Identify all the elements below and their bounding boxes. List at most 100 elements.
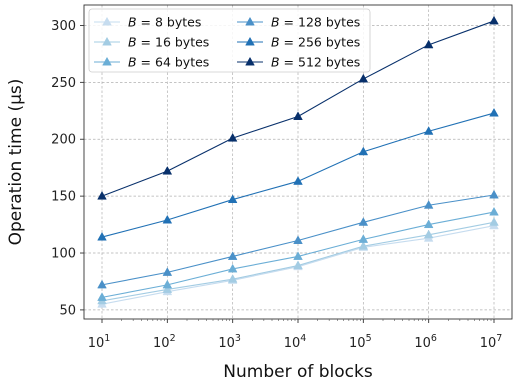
series-group: [97, 15, 499, 308]
legend-item: B = 16 bytes: [94, 35, 209, 50]
legend-item: B = 128 bytes: [237, 15, 360, 30]
series-1: [97, 217, 499, 305]
data-point-marker: [423, 219, 434, 229]
x-axis-ticks: 101 102 103 104 105 106 107: [88, 319, 502, 351]
x-tick-label: 104: [284, 333, 307, 351]
series-3: [97, 189, 499, 289]
y-axis-ticks: 50 100 150 200 250 300: [51, 19, 84, 318]
data-point-marker: [423, 200, 434, 209]
legend-marker: [102, 56, 112, 66]
x-tick-base: 10: [88, 336, 105, 351]
data-point-marker: [293, 111, 303, 120]
data-point-marker: [358, 146, 369, 156]
data-point-marker: [293, 260, 303, 269]
x-tick-base: 10: [349, 336, 366, 351]
legend-label: B = 128 bytes: [271, 15, 360, 30]
data-point-marker: [227, 132, 238, 142]
data-point-marker: [293, 251, 303, 260]
data-point-marker: [162, 267, 173, 276]
legend-label: B = 64 bytes: [128, 55, 209, 70]
x-tick-base: 10: [153, 336, 170, 351]
legend-marker: [245, 16, 255, 26]
data-point-marker: [358, 241, 369, 250]
data-point-marker: [227, 194, 238, 204]
data-point-marker: [97, 292, 107, 301]
x-tick-label: 105: [349, 333, 372, 351]
x-tick-base: 10: [218, 336, 235, 351]
data-point-marker: [423, 39, 434, 49]
legend-item: B = 512 bytes: [237, 55, 360, 70]
legend-label-value: = 8 bytes: [137, 15, 202, 30]
data-point-marker: [162, 165, 173, 175]
legend-label-variable: B: [128, 15, 137, 30]
data-point-marker: [358, 73, 369, 83]
x-tick-exponent: 5: [366, 333, 372, 344]
legend-label-variable: B: [271, 15, 280, 30]
legend-label: B = 256 bytes: [271, 35, 360, 50]
data-point-marker: [293, 235, 303, 244]
data-point-marker: [423, 126, 434, 135]
legend-label-variable: B: [128, 55, 137, 70]
legend-label-value: = 512 bytes: [280, 55, 361, 70]
legend-marker: [102, 16, 112, 26]
data-point-marker: [489, 189, 499, 199]
data-point-marker: [162, 284, 173, 293]
data-point-marker: [97, 231, 107, 241]
legend-label: B = 8 bytes: [128, 15, 201, 30]
y-tick-label: 50: [59, 303, 76, 318]
legend-item: B = 64 bytes: [94, 55, 209, 70]
series-5: [97, 15, 499, 200]
y-tick-label: 300: [51, 19, 76, 34]
legend-label-variable: B: [271, 55, 280, 70]
legend-marker: [245, 36, 255, 46]
data-point-marker: [489, 206, 499, 216]
legend-label-variable: B: [128, 35, 137, 50]
legend-label-value: = 16 bytes: [137, 35, 210, 50]
legend-label-value: = 128 bytes: [280, 15, 361, 30]
data-point-marker: [97, 191, 107, 200]
legend-marker: [245, 56, 255, 66]
y-tick-label: 250: [51, 76, 76, 91]
legend-item: B = 8 bytes: [94, 15, 201, 30]
data-point-marker: [489, 217, 499, 226]
series-4: [97, 107, 499, 241]
data-point-marker: [489, 15, 499, 25]
legend-label-variable: B: [271, 35, 280, 50]
data-point-marker: [227, 263, 238, 273]
x-tick-exponent: 4: [300, 333, 306, 344]
series-2: [97, 206, 499, 301]
y-tick-label: 200: [51, 133, 76, 148]
x-tick-exponent: 6: [431, 333, 437, 344]
x-tick-base: 10: [414, 336, 431, 351]
data-point-marker: [358, 217, 369, 226]
data-point-marker: [293, 176, 303, 185]
legend-marker: [102, 36, 112, 46]
x-tick-label: 102: [153, 333, 176, 351]
data-point-marker: [227, 274, 238, 283]
data-point-marker: [162, 279, 173, 289]
data-point-marker: [489, 107, 499, 117]
data-point-marker: [227, 251, 238, 260]
x-tick-exponent: 7: [496, 333, 502, 344]
x-tick-exponent: 3: [235, 333, 241, 344]
legend-label: B = 16 bytes: [128, 35, 209, 50]
x-tick-exponent: 1: [104, 333, 110, 344]
legend-box: [88, 8, 371, 73]
y-axis-label: Operation time (μs): [6, 79, 26, 246]
data-point-marker: [423, 229, 434, 239]
x-tick-exponent: 2: [170, 333, 176, 344]
y-tick-label: 150: [51, 190, 76, 205]
data-point-marker: [358, 234, 369, 243]
y-tick-label: 100: [51, 247, 76, 262]
x-tick-label: 103: [218, 333, 241, 351]
x-tick-label: 106: [414, 333, 437, 351]
x-tick-label: 101: [88, 333, 111, 351]
x-tick-base: 10: [480, 336, 497, 351]
legend-label: B = 512 bytes: [271, 55, 360, 70]
data-point-marker: [162, 214, 173, 224]
legend-label-value: = 64 bytes: [137, 55, 210, 70]
data-point-marker: [97, 279, 107, 289]
x-axis-label: Number of blocks: [223, 362, 373, 382]
